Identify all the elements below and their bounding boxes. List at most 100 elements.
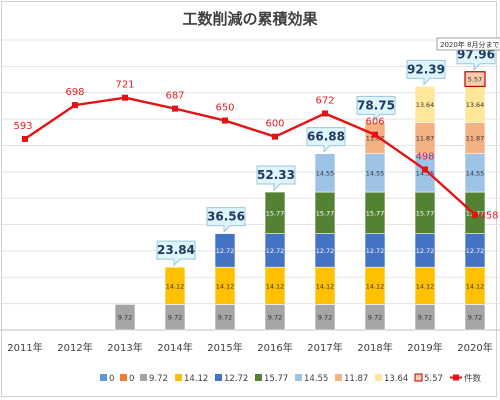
line-point: [372, 131, 378, 138]
bar-segment-label: 15.77: [316, 209, 335, 217]
total-callout: [256, 165, 296, 192]
bar-segment-label: 9.72: [418, 314, 432, 322]
legend-swatch: [375, 374, 382, 381]
annotation-text: 2020年 8月分まで: [440, 40, 500, 49]
legend-label: 0: [129, 374, 134, 384]
line-point-label: 721: [115, 80, 134, 91]
legend-label: 14.12: [184, 374, 208, 384]
bar-segment-label: 11.87: [416, 135, 435, 143]
bar-segment: [464, 71, 486, 88]
x-tick-label: 2017年: [307, 341, 342, 354]
line-point: [422, 166, 428, 173]
bar-segment: [314, 153, 336, 193]
line-point: [322, 110, 328, 117]
legend-swatch: [120, 374, 127, 381]
bar-segment-label: 9.72: [318, 314, 332, 322]
line-point: [472, 211, 478, 218]
line-point: [22, 135, 28, 142]
legend-swatch: [295, 374, 302, 381]
total-label: 23.84: [157, 243, 195, 257]
bar-segment-label: 9.72: [118, 314, 132, 322]
legend-line-marker: [453, 374, 459, 381]
bar-segment-label: 9.72: [268, 314, 282, 322]
bar-segment: [414, 86, 436, 123]
total-callout: [406, 59, 446, 86]
bar-segment-label: 14.12: [166, 282, 185, 290]
line-point: [222, 117, 228, 124]
line-point: [122, 94, 128, 101]
bar-segment-label: 14.12: [466, 282, 485, 290]
bar-segment-label: 15.77: [366, 209, 385, 217]
bar-segment: [114, 304, 136, 331]
bar-segment-label: 12.72: [466, 247, 485, 255]
line-point-label: 698: [65, 87, 84, 98]
total-callout: [356, 95, 396, 122]
x-tick-label: 2012年: [57, 341, 92, 354]
bar-segment-label: 9.72: [218, 314, 232, 322]
line-series: [24, 96, 476, 216]
annotation-box: [436, 37, 500, 51]
chart-title: 工数削減の累積効果: [182, 10, 318, 28]
legend-label: 5.57: [424, 374, 443, 384]
legend-label: 11.87: [344, 374, 368, 384]
bar-segment-label: 9.72: [368, 314, 382, 322]
bar-segment: [364, 122, 386, 154]
legend-swatch: [255, 374, 262, 381]
line-point-label: 358: [479, 211, 498, 222]
bar-segment-label: 9.72: [468, 314, 482, 322]
x-tick-label: 2013年: [107, 341, 142, 354]
x-tick-label: 2019年: [407, 341, 442, 354]
bar-segment-label: 14.55: [416, 169, 435, 177]
legend-label: 件数: [464, 373, 482, 384]
bar-segment-label: 12.72: [316, 247, 335, 255]
legend-label: 9.72: [149, 374, 168, 384]
x-tick-label: 2020年: [457, 341, 492, 354]
x-tick-label: 2014年: [157, 341, 192, 354]
bar-segment-label: 14.12: [366, 282, 385, 290]
bar-segment-label: 14.55: [366, 169, 385, 177]
line-point-label: 672: [315, 95, 334, 106]
line-point-label: 600: [265, 119, 284, 130]
x-tick-label: 2018年: [357, 341, 392, 354]
line-point-label: 498: [415, 152, 434, 163]
bar-segment-label: 12.72: [366, 247, 385, 255]
line-point: [272, 133, 278, 140]
legend-label: 13.64: [384, 374, 408, 384]
legend-swatch: [175, 374, 182, 381]
total-label: 78.75: [357, 98, 395, 112]
bar-segment-label: 11.87: [466, 135, 485, 143]
bar-segment-label: 12.72: [266, 247, 285, 255]
line-point-label: 606: [365, 117, 384, 128]
line-point: [72, 102, 78, 109]
legend-swatch: [100, 374, 107, 381]
bar-segment-label: 14.55: [316, 169, 335, 177]
bar-segment: [214, 233, 236, 268]
bar-segment-label: 14.12: [216, 282, 235, 290]
legend-label: 0: [109, 374, 114, 384]
line-point-label: 687: [165, 91, 184, 102]
bar-segment-label: 13.64: [466, 101, 485, 109]
legend-label: 15.77: [264, 374, 288, 384]
bar-segment-label: 5.57: [468, 76, 482, 84]
bar-segment-label: 14.12: [266, 282, 285, 290]
total-label: 97.96: [457, 48, 495, 62]
bar-segment-label: 14.12: [316, 282, 335, 290]
legend-swatch: [140, 374, 147, 381]
bar-segment-label: 15.77: [416, 209, 435, 217]
bar-segment-label: 9.72: [168, 314, 182, 322]
legend-label: 14.55: [304, 374, 328, 384]
total-label: 36.56: [207, 210, 245, 224]
bar-segment-label: 12.72: [216, 247, 235, 255]
bar-segment-label: 14.55: [466, 169, 485, 177]
legend-label: 12.72: [224, 374, 248, 384]
line-point-label: 650: [215, 103, 234, 114]
line-point: [172, 105, 178, 112]
x-tick-label: 2011年: [7, 341, 42, 354]
x-tick-label: 2015年: [207, 341, 242, 354]
total-label: 92.39: [407, 62, 445, 76]
total-callout: [306, 127, 346, 153]
legend-swatch: [414, 373, 423, 382]
